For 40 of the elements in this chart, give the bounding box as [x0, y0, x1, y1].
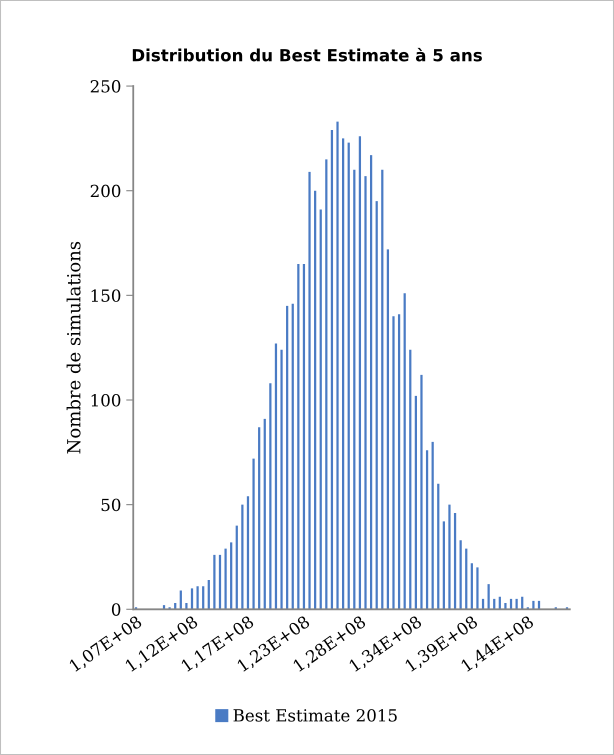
bar [292, 304, 294, 610]
y-axis-title: Nombre de simulations [66, 242, 81, 454]
bar [202, 586, 204, 610]
bar [409, 350, 412, 610]
bar [488, 584, 490, 610]
bar [432, 442, 434, 610]
bar [498, 596, 501, 610]
bar [180, 590, 182, 610]
bar [297, 264, 300, 610]
bar [437, 484, 440, 610]
bar [348, 142, 350, 610]
legend-label: Best Estimate 2015 [234, 709, 397, 722]
y-tick-label: 150 [92, 289, 120, 302]
bar [264, 418, 266, 610]
y-tick-label: 100 [92, 394, 120, 407]
bar [320, 210, 322, 610]
bar [236, 526, 238, 610]
y-tick-label: 200 [90, 184, 120, 198]
bar [286, 306, 288, 610]
bar [404, 293, 406, 610]
bar [208, 580, 210, 610]
bar [493, 598, 496, 610]
bar [465, 548, 468, 610]
bar [353, 170, 356, 610]
bar [269, 383, 272, 610]
bar [442, 521, 445, 610]
bar [470, 563, 473, 610]
bar [258, 427, 260, 610]
y-tick-label: 50 [102, 498, 120, 512]
bar [325, 159, 328, 610]
y-tick-label: 0 [112, 603, 120, 616]
bar [230, 542, 232, 610]
bar [460, 540, 462, 610]
bar [381, 170, 384, 610]
bar [521, 596, 524, 610]
bar [376, 201, 378, 610]
y-tick-label: 250 [90, 80, 120, 93]
chart-title: Distribution du Best Estimate à 5 ans [132, 48, 482, 62]
bar [174, 603, 176, 610]
bar [314, 190, 316, 610]
